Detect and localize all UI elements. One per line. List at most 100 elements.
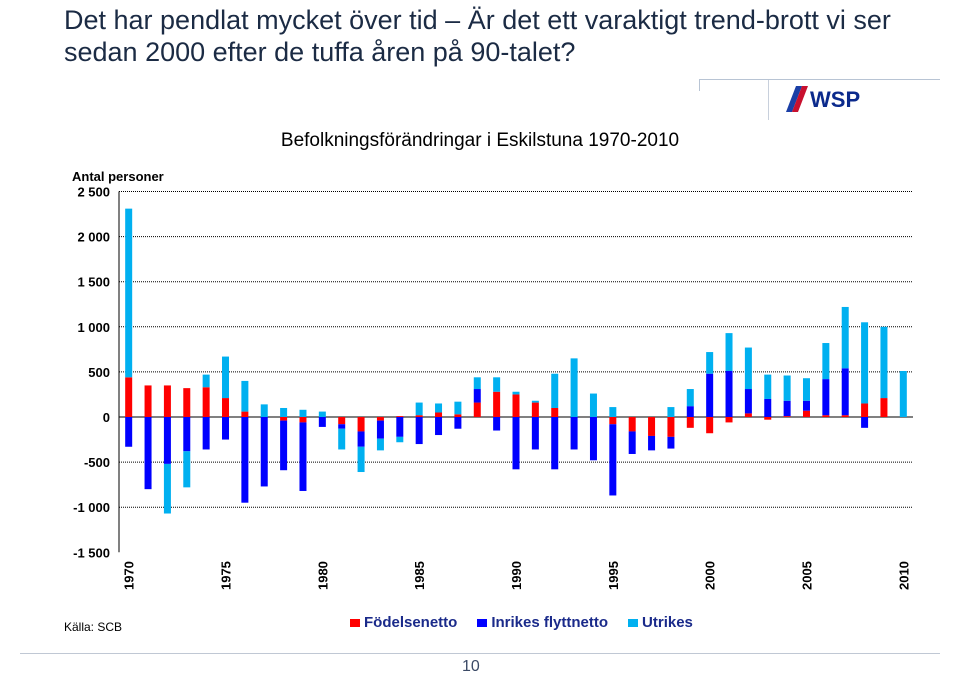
bar-fodelsenetto-1976 bbox=[241, 411, 249, 417]
bar-inrikes-1998 bbox=[667, 436, 675, 449]
y-tick-label: 2 000 bbox=[77, 230, 110, 245]
bar-inrikes-1992 bbox=[551, 417, 559, 470]
x-tick-label: 1985 bbox=[412, 561, 427, 590]
bar-inrikes-1977 bbox=[260, 417, 268, 487]
bar-utrikes-2000 bbox=[706, 352, 714, 374]
bar-inrikes-1971 bbox=[144, 417, 152, 490]
bar-inrikes-1984 bbox=[396, 417, 404, 437]
bar-fodelsenetto-2000 bbox=[706, 417, 714, 434]
bar-utrikes-2002 bbox=[744, 347, 752, 390]
y-tick-label: 2 500 bbox=[77, 185, 110, 200]
bar-fodelsenetto-1985 bbox=[415, 415, 423, 417]
x-tick-label: 2000 bbox=[703, 561, 718, 590]
bar-utrikes-1987 bbox=[454, 401, 462, 415]
bar-fodelsenetto-1978 bbox=[280, 417, 288, 421]
bar-fodelsenetto-1970 bbox=[125, 377, 133, 417]
slide-title: Det har pendlat mycket över tid – Är det… bbox=[64, 5, 891, 67]
bar-utrikes-1998 bbox=[667, 407, 675, 417]
bar-fodelsenetto-1992 bbox=[551, 407, 559, 417]
bar-fodelsenetto-2001 bbox=[725, 417, 733, 423]
bar-fodelsenetto-1973 bbox=[183, 388, 191, 417]
bar-inrikes-1970 bbox=[125, 417, 133, 447]
bar-inrikes-1995 bbox=[609, 424, 617, 496]
bar-fodelsenetto-2007 bbox=[841, 415, 849, 417]
bar-utrikes-1981 bbox=[338, 428, 346, 450]
y-tick-label: -1 500 bbox=[73, 545, 110, 560]
wsp-logo: WSP bbox=[786, 86, 860, 112]
bar-inrikes-1987 bbox=[454, 417, 462, 429]
legend-swatch-utrikes bbox=[628, 618, 639, 627]
x-tick-label: 1980 bbox=[315, 561, 330, 590]
bar-fodelsenetto-2003 bbox=[764, 417, 772, 420]
y-tick-label: 0 bbox=[103, 410, 110, 425]
bar-utrikes-2009 bbox=[880, 326, 888, 399]
bar-utrikes-1994 bbox=[589, 393, 597, 417]
x-tick-label: 1995 bbox=[606, 561, 621, 590]
bar-inrikes-2003 bbox=[764, 398, 772, 417]
bar-fodelsenetto-2006 bbox=[822, 415, 830, 417]
bar-utrikes-1979 bbox=[299, 409, 307, 417]
bar-inrikes-2002 bbox=[744, 389, 752, 414]
bar-fodelsenetto-1979 bbox=[299, 417, 307, 423]
bar-fodelsenetto-1983 bbox=[376, 417, 384, 421]
bar-fodelsenetto-1986 bbox=[435, 412, 443, 417]
bar-fodelsenetto-1999 bbox=[686, 417, 694, 428]
bar-fodelsenetto-1991 bbox=[531, 402, 539, 417]
bar-inrikes-1983 bbox=[376, 420, 384, 439]
bar-fodelsenetto-1984 bbox=[396, 416, 404, 417]
bar-utrikes-2008 bbox=[861, 322, 869, 404]
bar-utrikes-1982 bbox=[357, 446, 365, 473]
title-rule bbox=[700, 79, 940, 80]
bar-inrikes-2008 bbox=[861, 417, 869, 428]
bar-utrikes-1991 bbox=[531, 400, 539, 403]
bar-inrikes-2005 bbox=[802, 400, 810, 411]
bar-fodelsenetto-1995 bbox=[609, 417, 617, 425]
bar-inrikes-1996 bbox=[628, 431, 636, 454]
y-tick-label: 500 bbox=[88, 365, 110, 380]
legend-item-fodelsenetto: Födelsenetto bbox=[350, 614, 457, 631]
bar-fodelsenetto-1971 bbox=[144, 385, 152, 417]
bar-utrikes-1972 bbox=[163, 463, 171, 514]
legend-item-inrikes: Inrikes flyttnetto bbox=[477, 614, 608, 631]
y-tick-label: -1 000 bbox=[73, 500, 110, 515]
bar-inrikes-1989 bbox=[493, 417, 501, 431]
bar-fodelsenetto-1981 bbox=[338, 417, 346, 425]
bar-inrikes-1981 bbox=[338, 424, 346, 429]
bar-utrikes-1999 bbox=[686, 389, 694, 407]
x-tick-label: 1975 bbox=[219, 561, 234, 590]
legend-item-utrikes: Utrikes bbox=[628, 614, 693, 631]
logo-text: WSP bbox=[810, 87, 860, 112]
bar-inrikes-1993 bbox=[570, 417, 578, 450]
bar-utrikes-1988 bbox=[473, 377, 481, 390]
bar-utrikes-2004 bbox=[783, 375, 791, 401]
x-tick-label: 1970 bbox=[122, 561, 137, 590]
bar-inrikes-2001 bbox=[725, 370, 733, 417]
bar-fodelsenetto-2002 bbox=[744, 413, 752, 417]
bar-fodelsenetto-2009 bbox=[880, 398, 888, 417]
bar-fodelsenetto-1975 bbox=[222, 398, 230, 417]
bar-fodelsenetto-1997 bbox=[648, 417, 656, 436]
bar-inrikes-1988 bbox=[473, 389, 481, 403]
y-tick-label: -500 bbox=[84, 455, 110, 470]
bar-utrikes-1984 bbox=[396, 436, 404, 443]
bar-utrikes-1990 bbox=[512, 391, 520, 395]
bar-inrikes-1990 bbox=[512, 417, 520, 470]
y-tick-label: 1 500 bbox=[77, 275, 110, 290]
bar-utrikes-1993 bbox=[570, 358, 578, 417]
bar-fodelsenetto-1996 bbox=[628, 417, 636, 432]
legend-label-utrikes: Utrikes bbox=[642, 614, 693, 631]
bar-fodelsenetto-1974 bbox=[202, 387, 210, 417]
bar-fodelsenetto-1982 bbox=[357, 417, 365, 432]
legend-swatch-fodelsenetto bbox=[350, 618, 360, 627]
bar-fodelsenetto-2008 bbox=[861, 403, 869, 417]
bar-inrikes-2004 bbox=[783, 400, 791, 417]
chart-title: Befolkningsförändringar i Eskilstuna 197… bbox=[281, 130, 679, 151]
legend-label-fodelsenetto: Födelsenetto bbox=[364, 614, 458, 631]
bar-inrikes-1980 bbox=[318, 417, 326, 427]
bar-utrikes-1992 bbox=[551, 373, 559, 408]
x-tick-label: 2005 bbox=[799, 561, 814, 590]
bar-inrikes-1985 bbox=[415, 417, 423, 445]
bar-utrikes-1980 bbox=[318, 411, 326, 417]
bar-utrikes-1970 bbox=[125, 208, 133, 378]
bar-fodelsenetto-1987 bbox=[454, 414, 462, 417]
